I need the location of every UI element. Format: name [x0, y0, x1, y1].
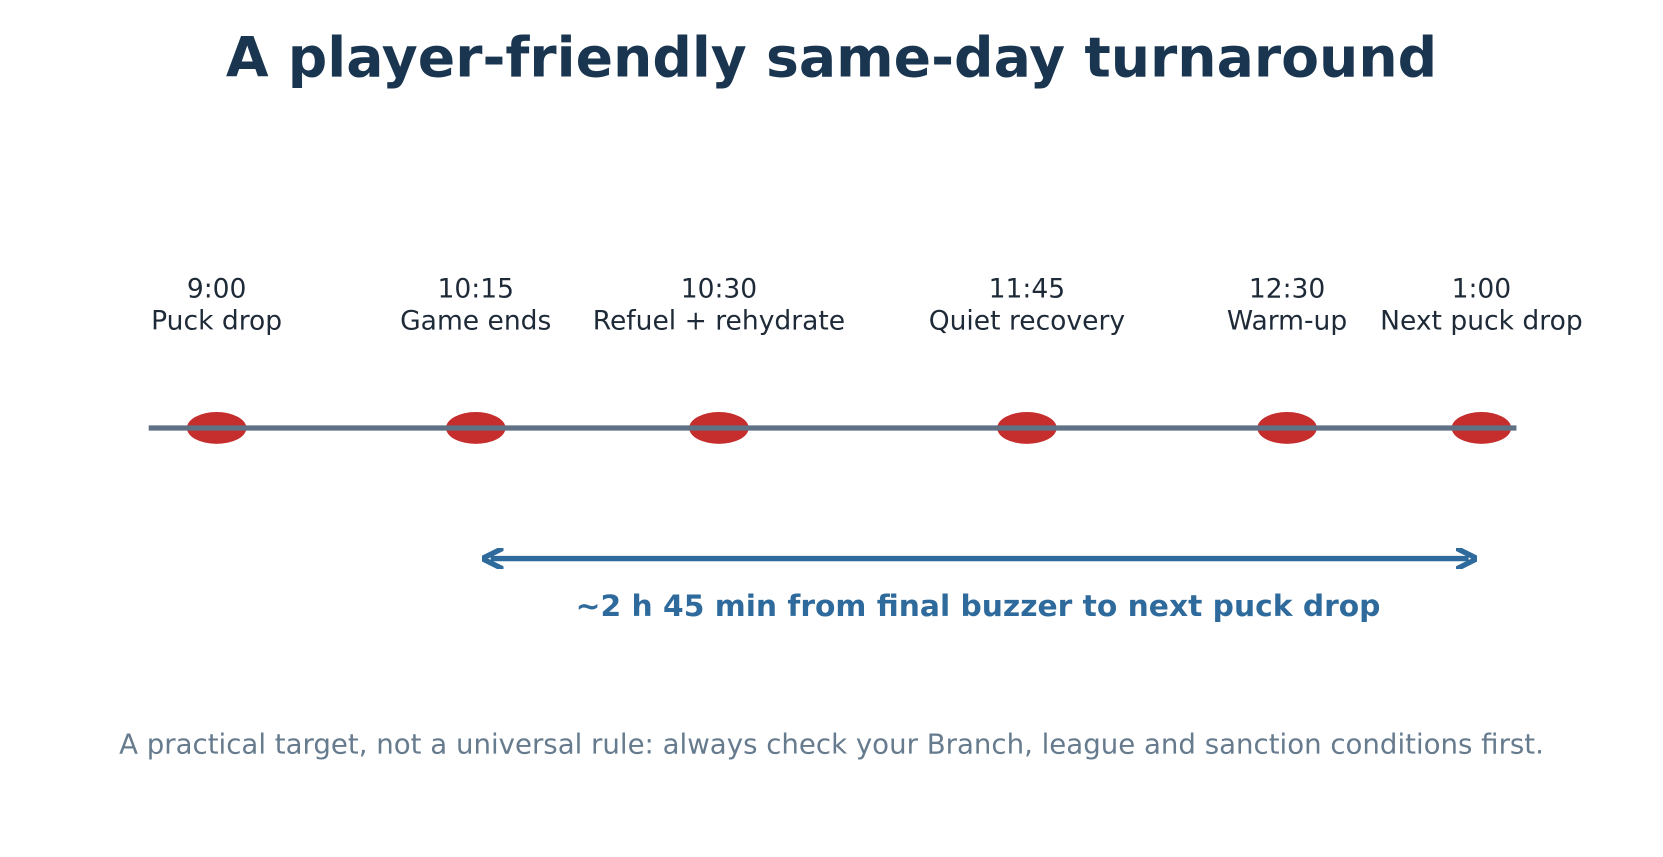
event-label: Next puck drop — [1380, 305, 1583, 336]
footnote: A practical target, not a universal rule… — [119, 727, 1544, 760]
event-label: Puck drop — [151, 305, 282, 336]
event-label: Warm-up — [1227, 305, 1347, 336]
event-time: 11:45 — [989, 273, 1065, 304]
event-time: 12:30 — [1249, 273, 1325, 304]
event-label: Refuel + rehydrate — [593, 305, 845, 336]
event-time: 10:15 — [438, 273, 514, 304]
event-time: 1:00 — [1452, 273, 1512, 304]
event-time: 10:30 — [681, 273, 757, 304]
event-label: Quiet recovery — [929, 305, 1125, 336]
span-label: ~2 h 45 min from final buzzer to next pu… — [576, 589, 1381, 624]
event-label: Game ends — [400, 305, 551, 336]
event-time: 9:00 — [187, 273, 247, 304]
title: A player-friendly same-day turnaround — [226, 27, 1437, 91]
